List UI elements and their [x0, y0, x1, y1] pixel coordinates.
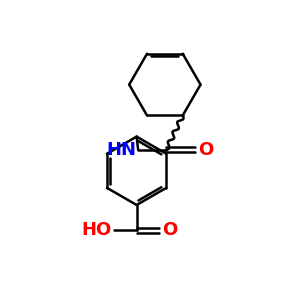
Text: HN: HN	[106, 141, 136, 159]
Text: O: O	[162, 221, 177, 239]
Text: HO: HO	[81, 221, 111, 239]
Text: O: O	[198, 141, 213, 159]
